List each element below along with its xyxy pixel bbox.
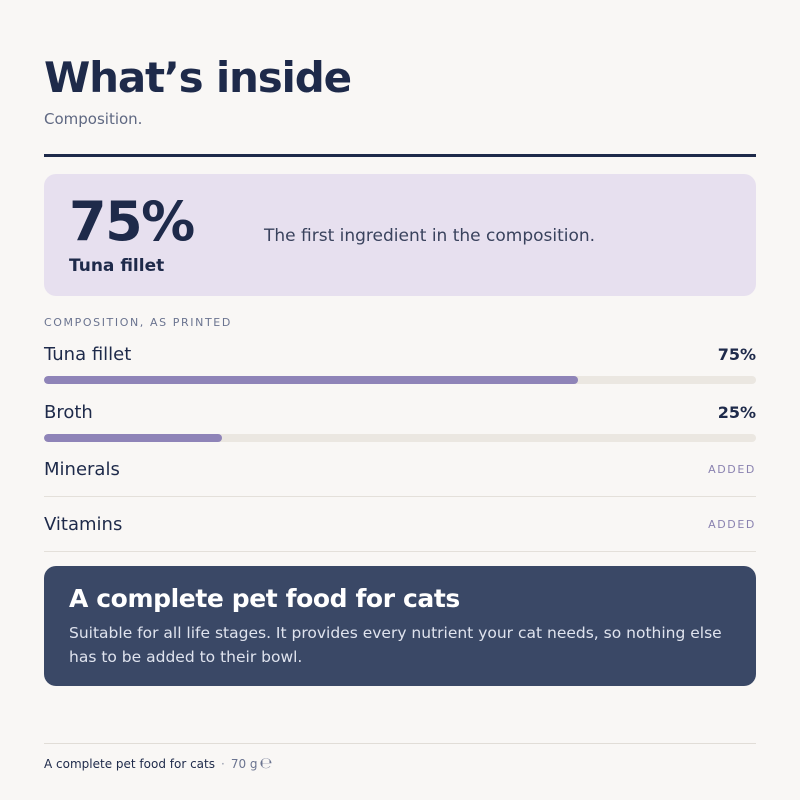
footer: A complete pet food for cats · 70 g ℮	[44, 754, 272, 773]
footer-divider	[44, 743, 756, 744]
page-subtitle: Composition.	[44, 110, 143, 128]
callout-body: Suitable for all life stages. It provide…	[69, 624, 722, 666]
highlight-description: The first ingredient in the composition.	[264, 226, 596, 246]
complete-food-callout: A complete pet food for cats Suitable fo…	[44, 566, 756, 686]
ingredient-bar-track	[44, 434, 756, 442]
ingredient-name: Minerals	[44, 459, 120, 480]
page-title: What’s inside	[44, 53, 352, 102]
highlight-percent: 75%	[69, 190, 195, 253]
ingredient-bar-fill	[44, 434, 222, 442]
footer-separator: ·	[220, 757, 225, 771]
ingredient-bar-fill	[44, 376, 578, 384]
composition-label: COMPOSITION, AS PRINTED	[44, 316, 232, 329]
added-tag: ADDED	[708, 463, 756, 476]
callout-title: A complete pet food for cats	[69, 584, 460, 613]
ingredient-percent: 75%	[717, 345, 756, 364]
row-divider	[44, 496, 756, 497]
footer-weight: 70 g	[230, 757, 258, 771]
ingredient-percent: 25%	[717, 403, 756, 422]
added-tag: ADDED	[708, 518, 756, 531]
ingredient-bar-track	[44, 376, 756, 384]
highlight-card: 75% Tuna fillet The first ingredient in …	[44, 174, 756, 296]
highlight-ingredient: Tuna fillet	[69, 256, 165, 276]
footer-product: A complete pet food for cats	[44, 757, 215, 771]
ingredient-name: Tuna fillet	[44, 344, 132, 365]
ingredient-name: Broth	[44, 402, 93, 423]
row-divider	[44, 551, 756, 552]
estimated-sign-icon: ℮	[259, 754, 273, 772]
title-divider	[44, 154, 756, 157]
ingredient-name: Vitamins	[44, 514, 123, 535]
